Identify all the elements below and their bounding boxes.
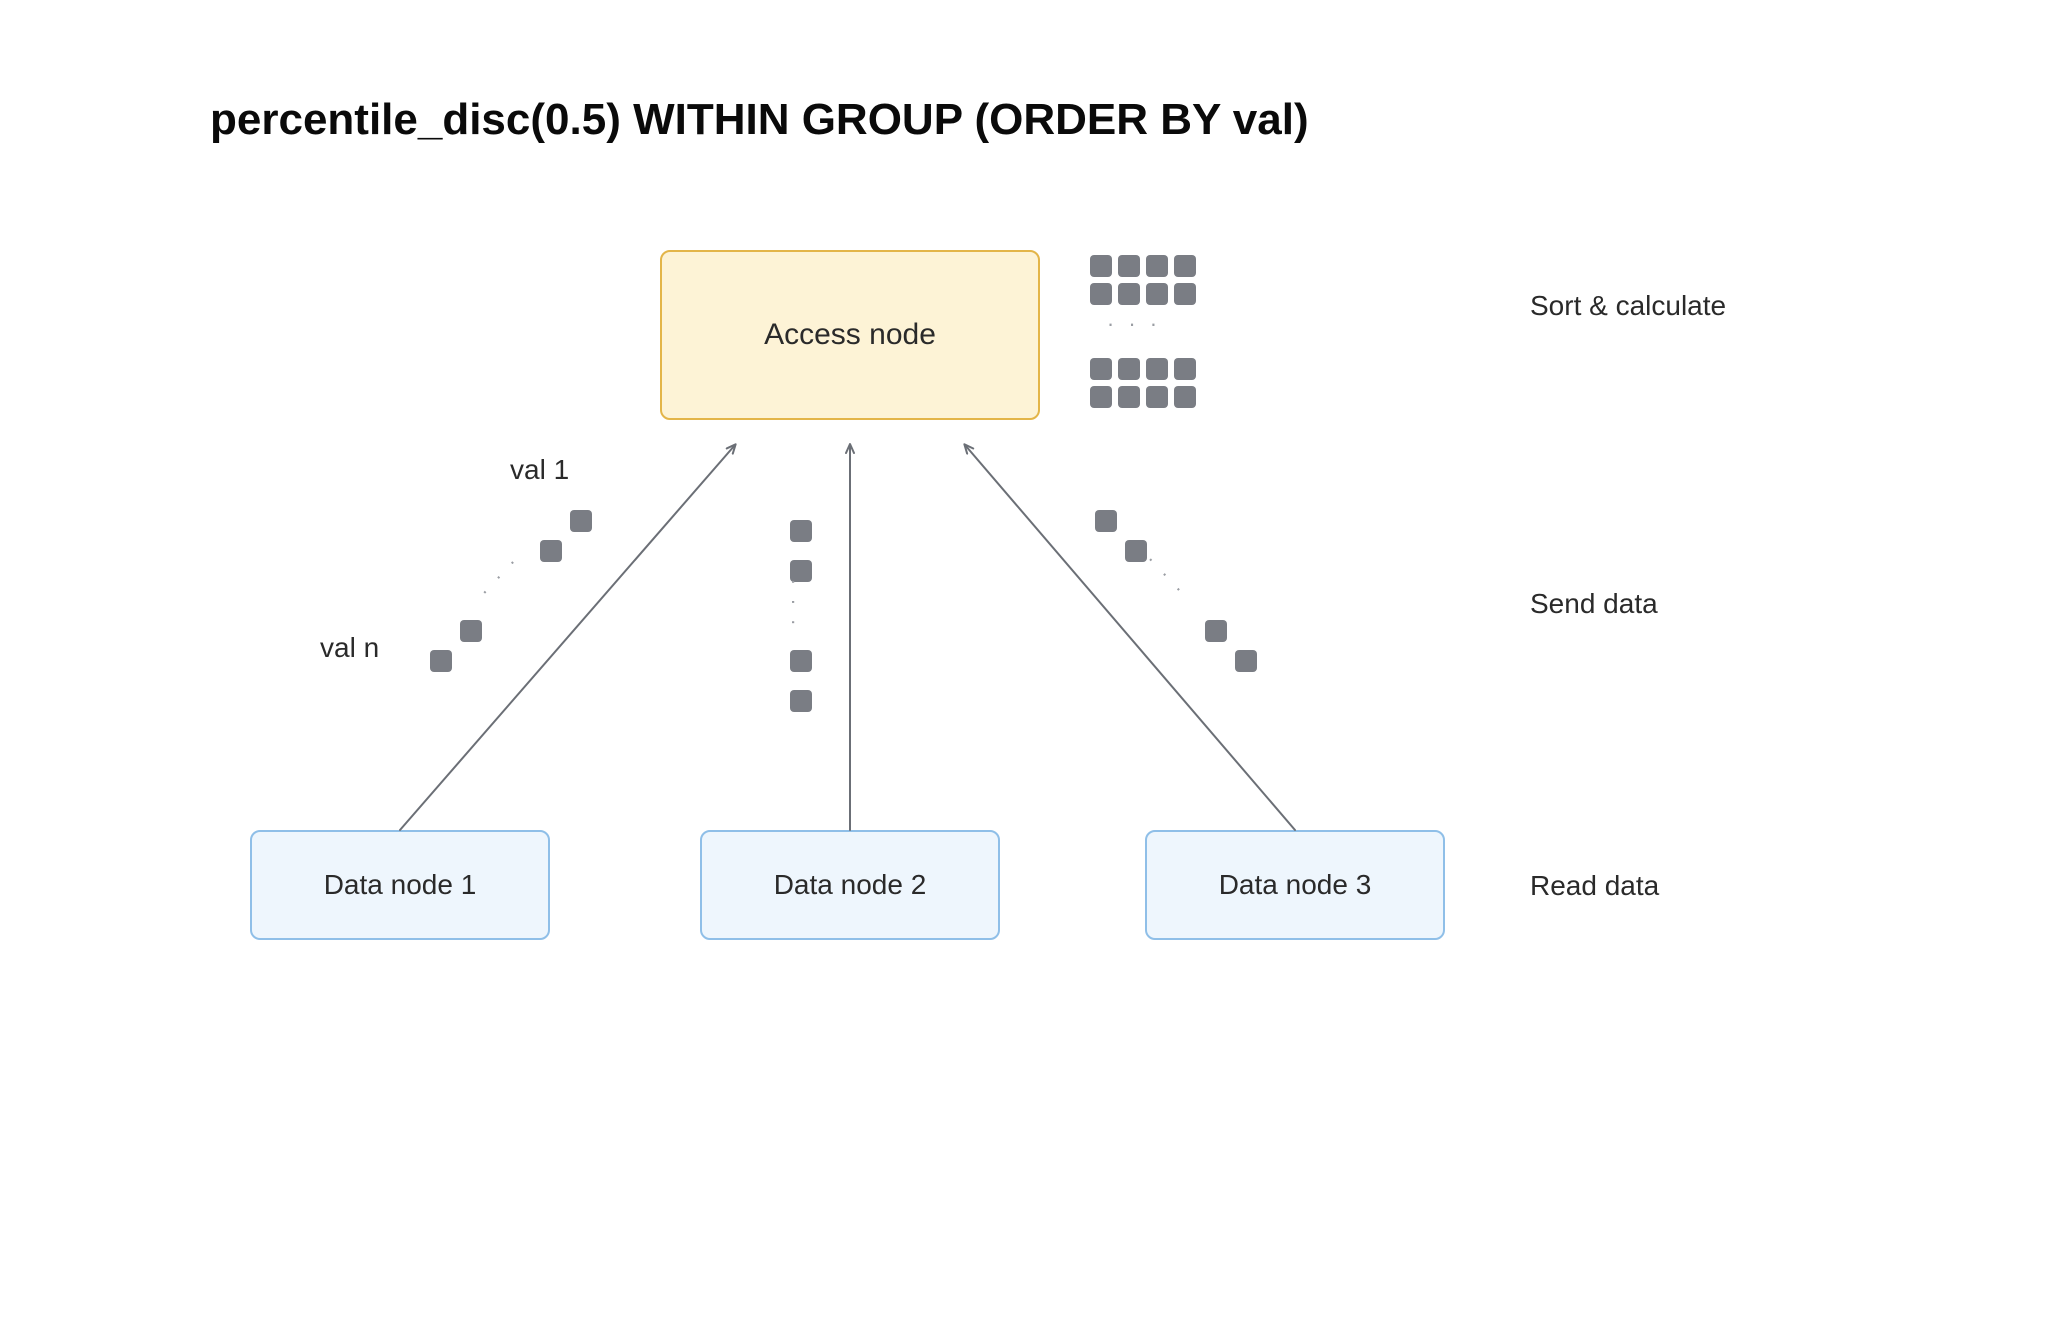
data-square-icon <box>1174 386 1196 408</box>
data-square-icon <box>1146 283 1168 305</box>
data-square-icon <box>1146 358 1168 380</box>
edges-layer <box>0 0 2048 1331</box>
data-square-icon <box>1090 255 1112 277</box>
data-square-icon <box>790 520 812 542</box>
data-square-icon <box>790 690 812 712</box>
stage-label-sort: Sort & calculate <box>1530 290 1726 322</box>
ellipsis-icon: · · · <box>1107 311 1161 337</box>
value-label-1: val 1 <box>510 454 569 486</box>
data-square-icon <box>1235 650 1257 672</box>
data-node-2-label: Data node 2 <box>774 869 927 901</box>
data-square-icon <box>1090 358 1112 380</box>
access-node-label: Access node <box>764 318 936 352</box>
data-square-icon <box>1118 283 1140 305</box>
ellipsis-icon: · · · <box>474 549 526 602</box>
value-label-n: val n <box>320 632 379 664</box>
data-node-1-label: Data node 1 <box>324 869 477 901</box>
access-node: Access node <box>660 250 1040 420</box>
stage-label-read: Read data <box>1530 870 1659 902</box>
data-square-icon <box>1118 386 1140 408</box>
data-square-icon <box>1125 540 1147 562</box>
data-node-2: Data node 2 <box>700 830 1000 940</box>
data-square-icon <box>460 620 482 642</box>
data-square-icon <box>1205 620 1227 642</box>
diagram-title: percentile_disc(0.5) WITHIN GROUP (ORDER… <box>210 95 1309 145</box>
ellipsis-icon: · · · <box>782 578 805 629</box>
data-square-icon <box>1146 255 1168 277</box>
data-node-3-label: Data node 3 <box>1219 869 1372 901</box>
stage-label-send: Send data <box>1530 588 1658 620</box>
data-square-icon <box>1174 255 1196 277</box>
data-square-icon <box>570 510 592 532</box>
data-square-icon <box>1174 358 1196 380</box>
ellipsis-icon: · · · <box>1140 549 1192 602</box>
data-square-icon <box>430 650 452 672</box>
data-square-icon <box>790 650 812 672</box>
data-square-icon <box>1118 358 1140 380</box>
data-square-icon <box>540 540 562 562</box>
data-square-icon <box>1095 510 1117 532</box>
data-square-icon <box>1174 283 1196 305</box>
data-square-icon <box>1146 386 1168 408</box>
data-node-3: Data node 3 <box>1145 830 1445 940</box>
data-square-icon <box>1090 386 1112 408</box>
data-square-icon <box>1090 283 1112 305</box>
data-square-icon <box>1118 255 1140 277</box>
diagram-canvas: percentile_disc(0.5) WITHIN GROUP (ORDER… <box>0 0 2048 1331</box>
data-node-1: Data node 1 <box>250 830 550 940</box>
